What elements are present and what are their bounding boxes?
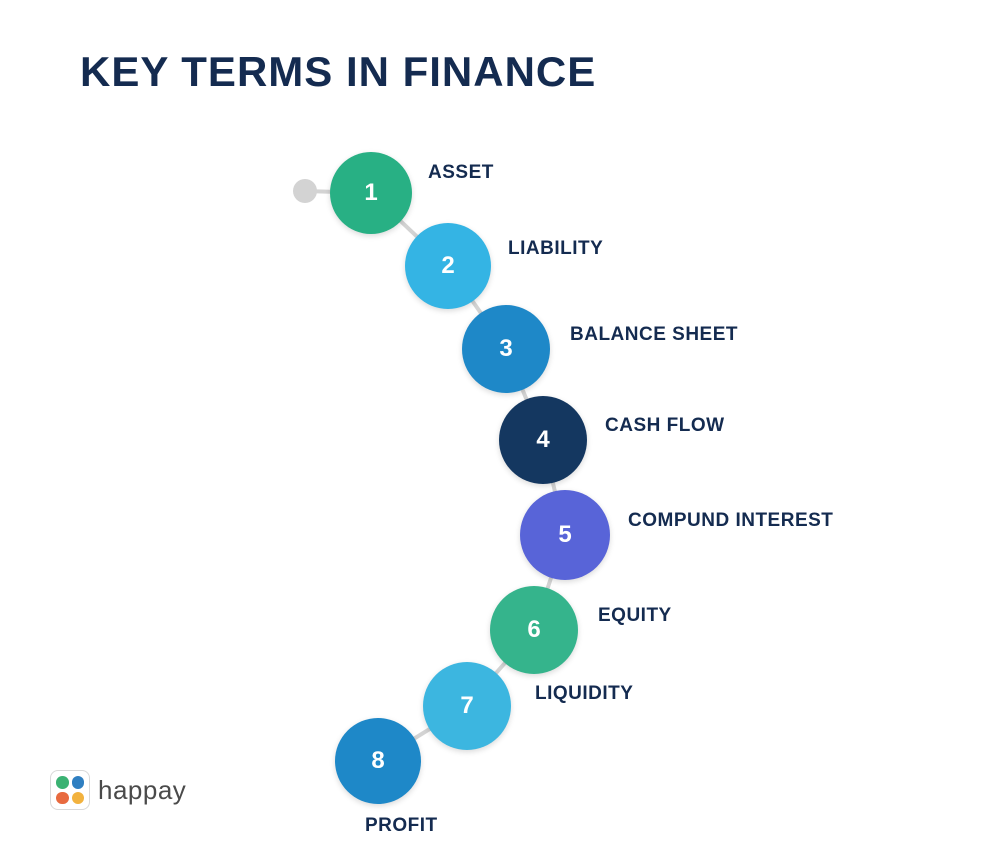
term-label-7: LIQUIDITY [535,683,633,705]
brand-logo-icon [50,770,90,810]
term-node-4: 4 [499,396,587,484]
term-node-number: 2 [441,252,454,280]
term-node-2: 2 [405,223,491,309]
term-node-number: 4 [536,426,549,454]
term-label-2: LIABILITY [508,238,603,260]
term-node-3: 3 [462,305,550,393]
term-node-8: 8 [335,718,421,804]
term-label-5: COMPUND INTEREST [628,510,833,532]
brand-logo-text: happay [98,775,186,806]
term-node-number: 8 [371,747,384,775]
brand-logo: happay [50,770,186,810]
term-node-1: 1 [330,152,412,234]
start-dot [293,179,317,203]
term-node-number: 1 [364,179,377,207]
term-node-number: 6 [527,616,540,644]
logo-dot-4 [72,792,85,805]
logo-dot-3 [56,792,69,805]
term-label-8: PROFIT [365,815,438,837]
term-label-4: CASH FLOW [605,415,725,437]
term-node-5: 5 [520,490,610,580]
diagram-canvas: 1 ASSET 2 LIABILITY 3 BALANCE SHEET 4 CASH FLOW… [0,0,1000,850]
term-node-6: 6 [490,586,578,674]
term-node-number: 7 [460,692,473,720]
term-label-1: ASSET [428,162,494,184]
term-node-number: 3 [499,335,512,363]
term-label-6: EQUITY [598,605,672,627]
logo-dot-2 [72,776,85,789]
term-node-number: 5 [558,521,571,549]
term-node-7: 7 [423,662,511,750]
term-label-3: BALANCE SHEET [570,324,738,346]
logo-dot-1 [56,776,69,789]
